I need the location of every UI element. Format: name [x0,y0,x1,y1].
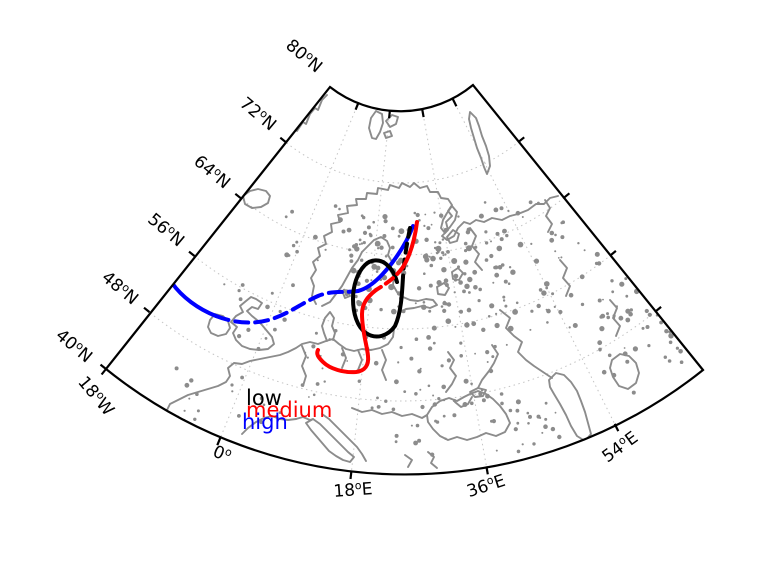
trajectory-high-solid-start [170,281,218,318]
trajectory-medium-dashed [374,265,405,292]
legend-label-high: high [242,410,288,434]
graticule-grid [106,85,703,475]
lon-label-18e: 18oE [332,478,374,502]
legend-label-medium: medium [246,398,333,422]
trajectory-medium-solid-end [315,288,378,375]
trajectory-low-loop [350,258,405,339]
trajectories [170,220,419,375]
trajectory-high-dashed [214,289,360,325]
legend-label-low: low [246,386,282,410]
trajectory-low-dashed [401,226,412,279]
map-frame [99,83,705,480]
trajectory-medium-solid-start [401,220,419,269]
